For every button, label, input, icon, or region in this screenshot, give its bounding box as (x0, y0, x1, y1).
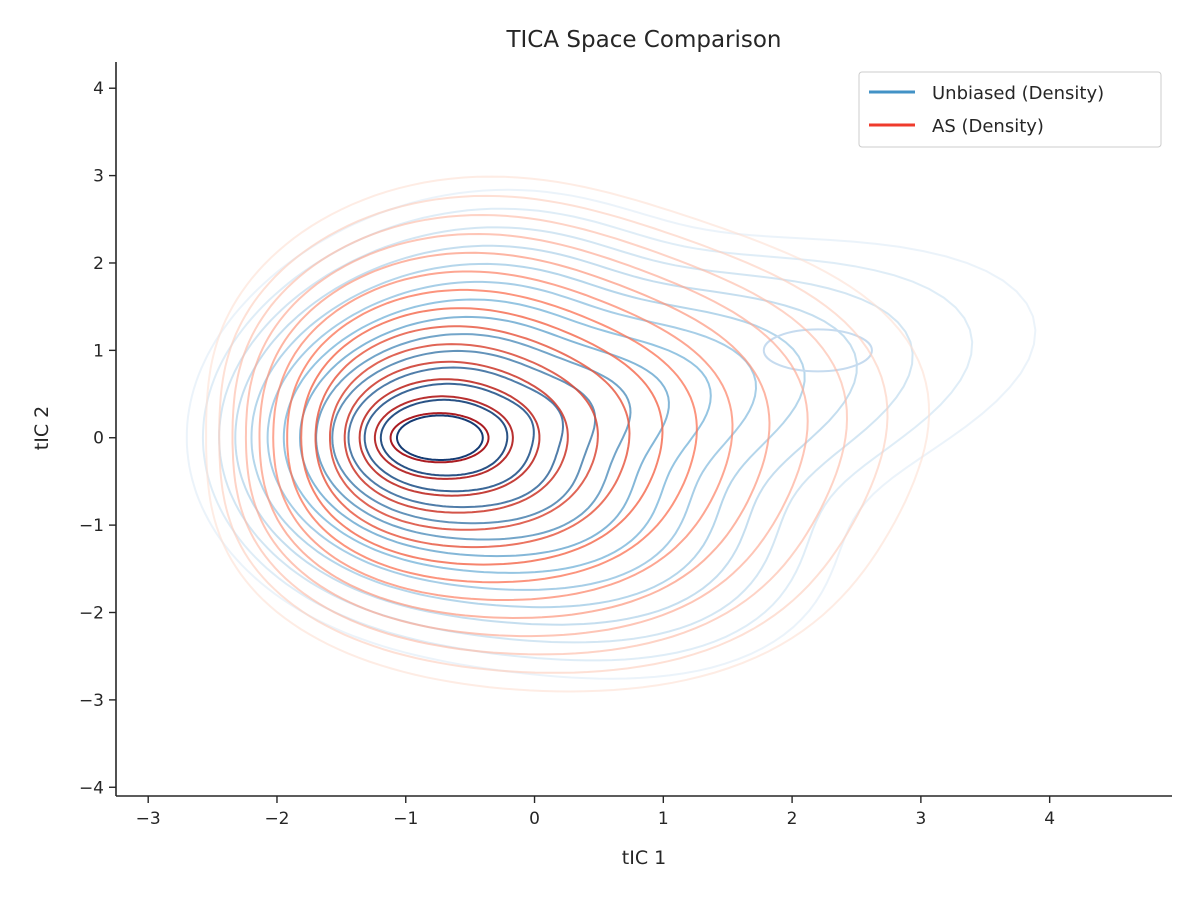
contour-level (231, 213, 849, 656)
contour-level (244, 232, 809, 638)
x-tick-label: 2 (787, 809, 798, 829)
contour-level (201, 207, 974, 662)
legend-label-unbiased: Unbiased (Density) (932, 83, 1104, 104)
y-tick-label: −3 (79, 691, 104, 711)
x-tick-label: 3 (915, 809, 926, 829)
contour-level (282, 298, 712, 574)
contour-level (218, 226, 914, 644)
contour-level (389, 412, 490, 464)
contour-level (286, 288, 698, 584)
contour-level (272, 270, 734, 601)
contour-level (347, 366, 565, 509)
x-axis-ticks: −3 −2 −1 0 1 2 3 4 (136, 796, 1055, 829)
y-tick-label: −1 (79, 516, 104, 536)
contour-level (329, 343, 599, 531)
contour-level (331, 349, 597, 525)
contour-level (396, 414, 484, 461)
legend: Unbiased (Density) AS (Density) (858, 71, 1162, 148)
y-axis-label: tIC 2 (31, 406, 53, 450)
contour-level (250, 262, 806, 609)
as-density-contours (205, 175, 931, 693)
x-tick-label: 1 (658, 809, 669, 829)
contour-level (314, 325, 631, 549)
y-tick-label: 1 (93, 341, 104, 361)
y-tick-label: 0 (93, 429, 104, 449)
y-tick-label: 2 (93, 254, 104, 274)
legend-label-as: AS (Density) (932, 116, 1044, 137)
contour-level (379, 398, 509, 477)
x-tick-label: 0 (529, 809, 540, 829)
contour-level (218, 194, 889, 674)
y-tick-label: −4 (79, 778, 104, 798)
contour-level (266, 280, 758, 591)
contour-level (343, 360, 569, 514)
contour-level (205, 175, 931, 693)
x-tick-label: −3 (136, 809, 161, 829)
x-tick-label: −2 (264, 809, 289, 829)
x-tick-label: 4 (1044, 809, 1055, 829)
contour-level (358, 378, 541, 497)
chart-title: TICA Space Comparison (505, 27, 781, 53)
contour-level (185, 188, 1037, 680)
y-tick-label: 4 (93, 79, 104, 99)
contour-level (298, 315, 670, 558)
y-tick-label: −2 (79, 604, 104, 624)
unbiased-density-contours (185, 188, 1037, 680)
contour-level (234, 244, 858, 626)
x-axis-label: tIC 1 (622, 847, 666, 869)
legend-frame (858, 71, 1162, 148)
x-tick-label: −1 (393, 809, 418, 829)
contour-level (363, 382, 535, 493)
contour-level (373, 395, 514, 480)
contour-level (258, 251, 771, 620)
contour-level (762, 328, 873, 373)
contour-level (300, 307, 664, 566)
y-tick-label: 3 (93, 167, 104, 187)
y-axis-ticks: −4 −3 −2 −1 0 1 2 3 4 (79, 79, 116, 798)
